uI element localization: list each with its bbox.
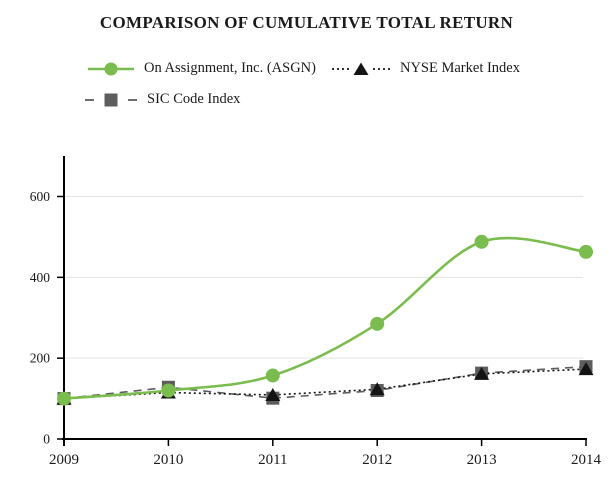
line-chart-svg: 0 200 400 600 2009 2010 2011 2012 2013 2014 (30, 156, 602, 468)
chart-plot-area: 0 200 400 600 2009 2010 2011 2012 2013 2014 (0, 143, 613, 480)
x-tick-label: 2010 (153, 452, 183, 468)
data-point-triangle (265, 387, 281, 401)
x-tick-label: 2012 (362, 452, 392, 468)
data-point-circle (161, 383, 176, 398)
sic-dashed-square-marker-icon (85, 93, 137, 106)
data-point-triangle (474, 366, 490, 380)
y-tick-label: 400 (30, 270, 51, 285)
data-point-circle (370, 316, 385, 331)
series-line-square (63, 365, 587, 400)
legend-item-nyse: NYSE Market Index (331, 60, 520, 77)
series-line-circle (63, 236, 587, 400)
legend-label-nyse: NYSE Market Index (399, 60, 520, 76)
data-point-triangle (578, 362, 594, 376)
y-tick-label: 600 (30, 189, 51, 204)
x-tick-label: 2009 (49, 452, 79, 468)
chart-legend: On Assignment, Inc. (ASGN) NYSE Market I… (85, 60, 568, 108)
legend-label-asgn: On Assignment, Inc. (ASGN) (144, 60, 316, 76)
legend-label-sic: SIC Code Index (147, 91, 241, 107)
data-point-circle (579, 244, 593, 259)
cumulative-total-return-chart-page: COMPARISON OF CUMULATIVE TOTAL RETURN On… (0, 13, 613, 480)
y-tick-label: 200 (30, 351, 51, 366)
asgn-line-circle-marker-icon (88, 62, 134, 75)
legend-row-1: On Assignment, Inc. (ASGN) NYSE Market I… (88, 60, 568, 77)
chart-title: COMPARISON OF CUMULATIVE TOTAL RETURN (99, 13, 514, 32)
data-point-triangle (369, 382, 385, 396)
x-tick-label: 2013 (467, 452, 497, 468)
series-line-triangle (63, 368, 587, 400)
nyse-dotted-triangle-marker-icon (331, 62, 390, 75)
data-point-circle (474, 234, 489, 249)
data-point-circle (265, 368, 280, 383)
x-tick-label: 2011 (258, 452, 287, 468)
y-tick-label: 0 (43, 432, 50, 447)
legend-row-2: SIC Code Index (85, 91, 568, 108)
x-tick-label: 2014 (571, 452, 602, 468)
legend-item-asgn: On Assignment, Inc. (ASGN) (88, 60, 316, 77)
legend-item-sic: SIC Code Index (85, 91, 240, 108)
data-point-circle (57, 391, 71, 406)
